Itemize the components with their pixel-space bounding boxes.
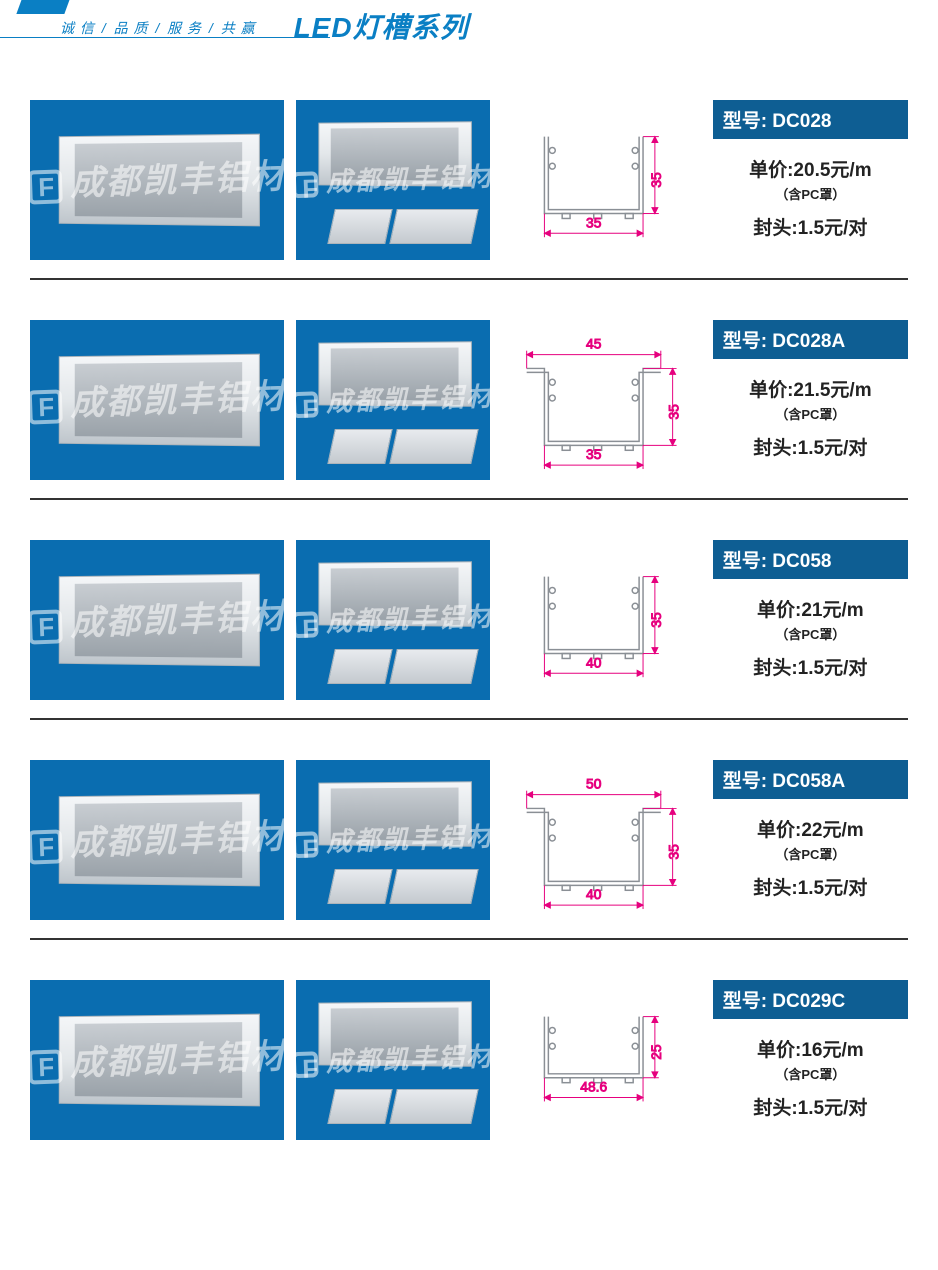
endcap-price: 封头:1.5元/对: [713, 1093, 908, 1120]
endcap-price: 封头:1.5元/对: [713, 433, 908, 460]
pc-cover-note: （含PC罩）: [713, 404, 908, 423]
endcap-price: 封头:1.5元/对: [713, 653, 908, 680]
product-photo-main: 成都凯丰铝材: [30, 100, 284, 260]
unit-price: 单价:20.5元/m: [713, 155, 908, 182]
product-photo-parts: 成都凯丰铝材: [296, 100, 490, 260]
svg-text:40: 40: [586, 655, 602, 670]
unit-price: 单价:21.5元/m: [713, 375, 908, 402]
product-photo-main: 成都凯丰铝材: [30, 980, 284, 1140]
header-tagline: 诚 信 / 品 质 / 服 务 / 共 赢: [60, 12, 256, 38]
svg-text:50: 50: [586, 777, 602, 792]
page-header: 诚 信 / 品 质 / 服 务 / 共 赢 LED灯槽系列: [0, 0, 938, 50]
svg-text:40: 40: [586, 887, 602, 902]
svg-text:35: 35: [667, 844, 682, 860]
product-row: 成都凯丰铝材 成都凯丰铝材 35 40 型号: DC058 单价:21元/m （含…: [30, 540, 908, 720]
dimension-diagram: 35 35 45: [502, 320, 696, 480]
tagline-sep: /: [155, 20, 160, 36]
header-accent: [16, 0, 71, 14]
svg-text:35: 35: [649, 172, 664, 188]
svg-text:35: 35: [649, 612, 664, 628]
product-row: 成都凯丰铝材 成都凯丰铝材 25 48.6 型号: DC029C 单价:16元/m…: [30, 980, 908, 1158]
pc-cover-note: （含PC罩）: [713, 844, 908, 863]
svg-text:48.6: 48.6: [581, 1080, 608, 1095]
endcap-price: 封头:1.5元/对: [713, 873, 908, 900]
product-photo-main: 成都凯丰铝材: [30, 540, 284, 700]
product-photo-parts: 成都凯丰铝材: [296, 980, 490, 1140]
dimension-diagram: 35 40 50: [502, 760, 696, 920]
unit-price: 单价:16元/m: [713, 1035, 908, 1062]
svg-text:35: 35: [586, 447, 602, 462]
svg-text:45: 45: [586, 337, 602, 352]
product-row: 成都凯丰铝材 成都凯丰铝材 35 40 50 型号: DC058A 单价:22元/m…: [30, 760, 908, 940]
endcap-price: 封头:1.5元/对: [713, 213, 908, 240]
unit-price: 单价:21元/m: [713, 595, 908, 622]
product-photo-parts: 成都凯丰铝材: [296, 760, 490, 920]
pc-cover-note: （含PC罩）: [713, 184, 908, 203]
model-badge: 型号: DC028: [713, 100, 908, 139]
product-info: 型号: DC028 单价:20.5元/m （含PC罩） 封头:1.5元/对: [709, 100, 908, 240]
tagline-part: 服 务: [167, 20, 202, 36]
pc-cover-note: （含PC罩）: [713, 624, 908, 643]
dimension-diagram: 35 35: [502, 100, 696, 260]
product-photo-main: 成都凯丰铝材: [30, 320, 284, 480]
dimension-diagram: 25 48.6: [502, 980, 696, 1140]
pc-cover-note: （含PC罩）: [713, 1064, 908, 1083]
model-badge: 型号: DC058: [713, 540, 908, 579]
product-photo-main: 成都凯丰铝材: [30, 760, 284, 920]
unit-price: 单价:22元/m: [713, 815, 908, 842]
product-info: 型号: DC058A 单价:22元/m （含PC罩） 封头:1.5元/对: [709, 760, 908, 900]
product-info: 型号: DC058 单价:21元/m （含PC罩） 封头:1.5元/对: [709, 540, 908, 680]
tagline-part: 品 质: [114, 20, 149, 36]
dimension-diagram: 35 40: [502, 540, 696, 700]
product-photo-parts: 成都凯丰铝材: [296, 540, 490, 700]
model-badge: 型号: DC028A: [713, 320, 908, 359]
svg-text:35: 35: [667, 404, 682, 420]
product-photo-parts: 成都凯丰铝材: [296, 320, 490, 480]
tagline-part: 共 赢: [221, 20, 256, 36]
product-row: 成都凯丰铝材 成都凯丰铝材 35 35 45 型号: DC028A 单价:21.5元…: [30, 320, 908, 500]
tagline-sep: /: [102, 20, 107, 36]
svg-text:25: 25: [649, 1044, 664, 1060]
svg-text:35: 35: [586, 215, 602, 230]
product-info: 型号: DC029C 单价:16元/m （含PC罩） 封头:1.5元/对: [709, 980, 908, 1120]
product-info: 型号: DC028A 单价:21.5元/m （含PC罩） 封头:1.5元/对: [709, 320, 908, 460]
tagline-part: 诚 信: [60, 20, 95, 36]
model-badge: 型号: DC029C: [713, 980, 908, 1019]
model-badge: 型号: DC058A: [713, 760, 908, 799]
product-row: 成都凯丰铝材 成都凯丰铝材 35 35 型号: DC028 单价:20.5元/m …: [30, 100, 908, 280]
page-title: LED灯槽系列: [294, 4, 469, 46]
product-list: 成都凯丰铝材 成都凯丰铝材 35 35 型号: DC028 单价:20.5元/m …: [0, 100, 938, 1158]
tagline-sep: /: [209, 20, 214, 36]
